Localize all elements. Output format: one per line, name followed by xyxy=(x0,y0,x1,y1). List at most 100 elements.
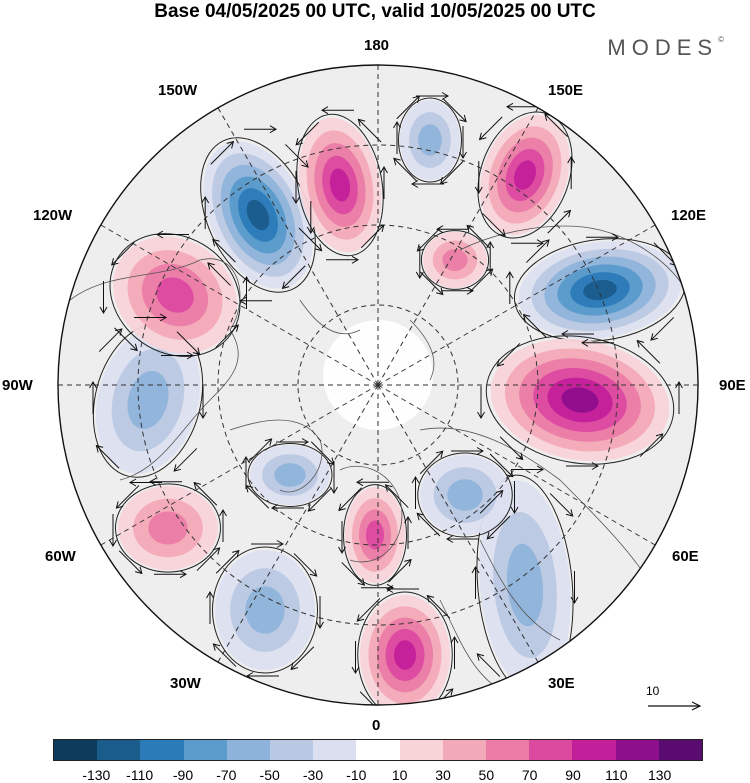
wind-arrow xyxy=(271,504,304,512)
wind-arrow xyxy=(109,514,117,547)
wind-arrow xyxy=(285,144,309,168)
wind-arrow xyxy=(450,636,459,670)
coastline xyxy=(439,539,561,691)
wind-arrow xyxy=(95,444,120,469)
anomaly-center xyxy=(200,137,316,293)
colorbar-swatch xyxy=(356,740,400,760)
wind-arrow xyxy=(306,201,315,234)
wind-arrow xyxy=(499,436,524,461)
wind-arrow xyxy=(248,438,273,462)
colorbar-swatch xyxy=(399,740,443,760)
anomaly-center xyxy=(477,111,573,239)
colorbar-swatch xyxy=(54,740,98,760)
anomaly-center xyxy=(420,230,490,290)
wind-arrow xyxy=(99,280,108,314)
wind-arrow xyxy=(360,224,385,249)
anomaly-center xyxy=(92,322,204,478)
colorbar-tick-label: 110 xyxy=(605,767,628,783)
colorbar-tick-label: 10 xyxy=(391,767,408,783)
wind-arrow xyxy=(244,125,277,134)
colorbar-swatch xyxy=(226,740,271,760)
polar-map xyxy=(57,64,702,711)
wind-arrow xyxy=(276,438,309,446)
brand-mark: © xyxy=(718,35,724,44)
wind-arrow xyxy=(295,121,320,146)
wind-arrow xyxy=(326,255,359,264)
wind-arrow xyxy=(471,566,480,600)
wind-arrow xyxy=(426,594,451,619)
wind-arrow xyxy=(496,343,521,367)
wind-arrow xyxy=(459,126,467,159)
anomaly-center xyxy=(513,238,687,342)
anomaly-center xyxy=(485,335,675,465)
wind-arrow xyxy=(639,433,664,457)
wind-arrow xyxy=(380,166,388,200)
lon-label-0: 0 xyxy=(372,717,381,734)
wind-arrow xyxy=(525,239,550,263)
wind-arrow xyxy=(477,386,485,419)
brand-name: MODES xyxy=(607,35,719,60)
wind-arrow xyxy=(176,331,201,356)
wind-arrow xyxy=(149,477,183,486)
lon-label-60e: 60E xyxy=(672,548,699,565)
wind-arrow xyxy=(351,641,360,674)
wind-arrow xyxy=(384,484,409,508)
wind-arrow xyxy=(210,140,235,165)
wind-arrow xyxy=(570,570,579,604)
latitude-circle xyxy=(137,144,619,626)
colorbar-swatch xyxy=(529,740,573,760)
wind-arrow xyxy=(549,493,574,517)
wind-arrow xyxy=(443,98,467,123)
wind-arrow xyxy=(446,535,480,543)
wind-arrow xyxy=(118,550,143,575)
wind-arrow xyxy=(193,481,218,506)
wind-arrow xyxy=(505,271,514,304)
latitude-circle xyxy=(297,304,459,466)
colorbar-tick-label: -130 xyxy=(82,767,111,783)
wind-arrow xyxy=(393,157,417,182)
anomaly-center xyxy=(115,483,221,573)
wind-arrow xyxy=(566,462,599,470)
anomaly-center xyxy=(296,113,384,257)
colorbar-tick-label: -10 xyxy=(346,767,367,783)
colorbar-tick-label: 90 xyxy=(565,767,581,783)
wind-arrow xyxy=(506,696,539,705)
wind-arrow xyxy=(212,238,236,263)
wind-arrow xyxy=(154,570,187,579)
wind-arrow xyxy=(173,448,198,472)
coastlines xyxy=(69,225,691,691)
colorbar-tick-label: -50 xyxy=(259,767,280,783)
anomaly-center xyxy=(476,474,574,696)
lon-label-60w: 60W xyxy=(45,548,76,565)
colorbar-swatch xyxy=(572,740,616,760)
lon-label-120w: 120W xyxy=(33,207,73,224)
wind-arrow xyxy=(134,313,167,322)
colorbar-tick-label: 70 xyxy=(521,767,538,783)
colorbar-swatch xyxy=(486,740,530,760)
wind-arrow xyxy=(567,156,576,189)
modes-logo: MODES© xyxy=(607,35,724,61)
wind-arrow xyxy=(215,324,239,349)
wind-arrow xyxy=(281,265,306,290)
colorbar-swatch xyxy=(615,740,659,760)
colorbar-swatch xyxy=(442,740,487,760)
wind-arrow xyxy=(450,447,484,455)
wind-arrow xyxy=(357,118,382,143)
colorbar xyxy=(53,739,703,761)
wind-arrow xyxy=(338,487,362,512)
anomaly-center xyxy=(343,484,407,586)
wind-arrow xyxy=(510,481,519,514)
colorbar-tick-label: 130 xyxy=(647,767,672,783)
wind-arrow xyxy=(411,180,444,188)
wind-arrow xyxy=(511,239,544,248)
wind-arrow xyxy=(114,327,138,352)
wind-arrow xyxy=(338,520,346,554)
wind-arrow xyxy=(206,591,214,625)
anomaly-center xyxy=(109,233,241,357)
wind-arrow xyxy=(251,540,284,548)
lon-label-30w: 30W xyxy=(170,675,201,692)
lon-label-150e: 150E xyxy=(548,82,584,99)
latitude-circle xyxy=(217,224,539,546)
anomaly-center xyxy=(398,97,462,183)
wind-arrow xyxy=(239,296,273,305)
